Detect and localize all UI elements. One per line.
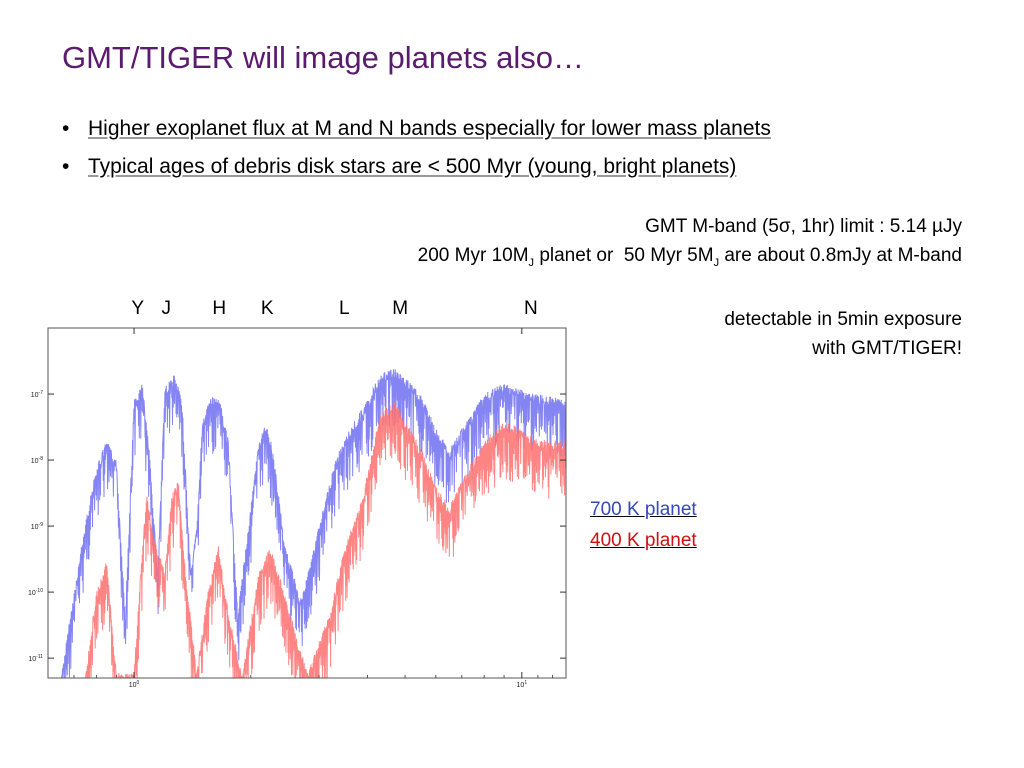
y-tick-label-2: 10-9 [31, 522, 43, 531]
y-tick-label-3: 10-10 [28, 588, 43, 597]
band-label-m: M [392, 298, 409, 319]
x-tick-label-0: 100 [129, 680, 140, 689]
detect-note: detectable in 5min exposure with GMT/TIG… [724, 305, 962, 363]
y-tick-label-1: 10-8 [31, 456, 43, 465]
legend-700k: 700 K planet [590, 499, 697, 520]
limit-note: GMT M-band (5σ, 1hr) limit : 5.14 µJy 20… [418, 212, 962, 278]
plot-frame [47, 327, 567, 679]
series-line-1 [85, 401, 566, 678]
limit-line: GMT M-band (5σ, 1hr) limit : 5.14 µJy [645, 216, 962, 237]
x-tick-label-1: 101 [517, 680, 528, 689]
legend-400k: 400 K planet [590, 530, 697, 551]
series-line-0 [61, 369, 566, 678]
band-label-k: K [260, 298, 274, 319]
slide-title: GMT/TIGER will image planets also… [62, 40, 584, 75]
band-label-h: H [212, 298, 227, 319]
detect-line-2: with GMT/TIGER! [812, 338, 962, 359]
band-label-j: J [161, 298, 172, 319]
chart-legend: 700 K planet 400 K planet [590, 494, 697, 556]
y-tick-label-0: 10-7 [31, 390, 43, 399]
bullet-flux: Higher exoplanet flux at M and N bands e… [62, 110, 771, 148]
planet-flux-line: 200 Myr 10MJ planet or 50 Myr 5MJ are ab… [417, 245, 962, 269]
band-label-n: N [524, 298, 538, 319]
detect-line-1: detectable in 5min exposure [724, 309, 962, 330]
y-tick-label-4: 10-11 [28, 654, 43, 663]
band-label-l: L [339, 298, 350, 319]
bullet-list: Higher exoplanet flux at M and N bands e… [62, 110, 771, 186]
bullet-ages: Typical ages of debris disk stars are < … [62, 148, 771, 186]
band-label-y: Y [131, 298, 145, 319]
